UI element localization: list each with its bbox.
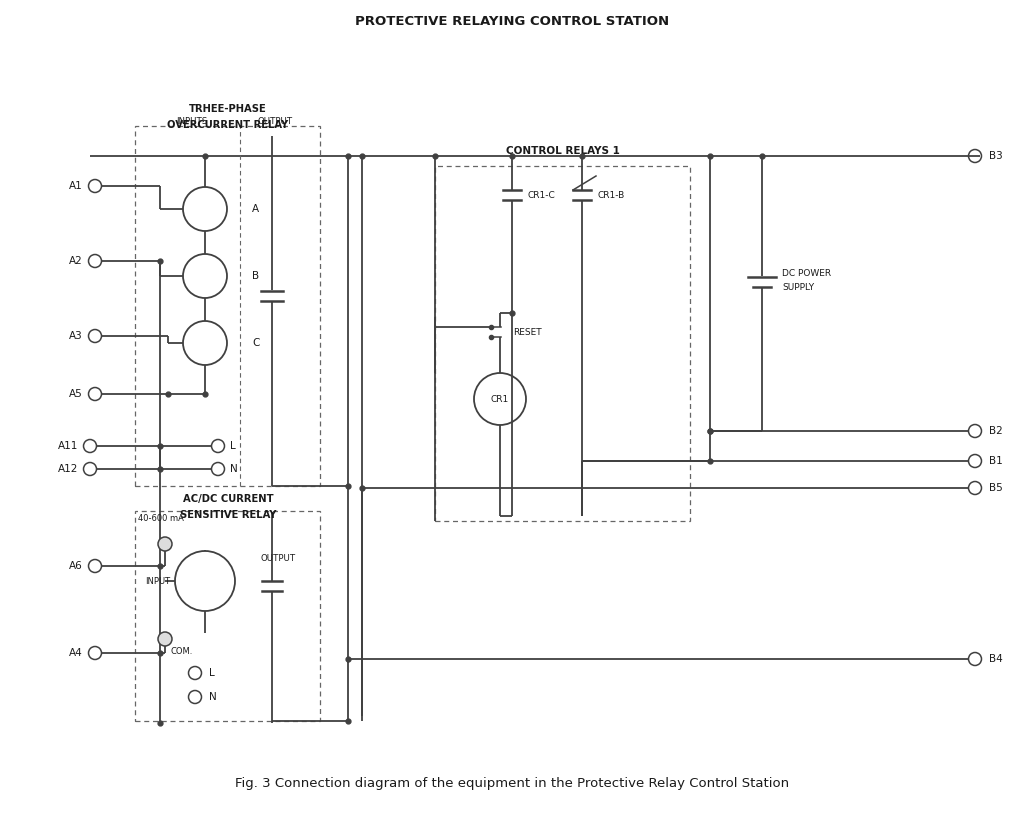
Text: A5: A5 — [70, 389, 83, 399]
Bar — [135, 126, 321, 486]
Text: B3: B3 — [989, 151, 1002, 161]
Text: TRHEE-PHASE: TRHEE-PHASE — [189, 104, 267, 114]
Text: DC POWER: DC POWER — [782, 269, 831, 278]
Text: INPUTS: INPUTS — [176, 117, 208, 126]
Text: L: L — [209, 668, 215, 678]
Text: CR1-C: CR1-C — [527, 190, 555, 200]
Text: B2: B2 — [989, 426, 1002, 436]
Text: COM.: COM. — [170, 646, 193, 655]
Text: 7: 7 — [163, 635, 168, 644]
Text: C: C — [252, 338, 259, 348]
Text: A: A — [252, 204, 259, 214]
Text: Fig. 3 Connection diagram of the equipment in the Protective Relay Control Stati: Fig. 3 Connection diagram of the equipme… — [234, 777, 790, 790]
Text: OUTPUT: OUTPUT — [260, 553, 295, 562]
Text: CONTROL RELAYS 1: CONTROL RELAYS 1 — [506, 146, 620, 156]
Bar — [135, 511, 321, 721]
Text: INPUT: INPUT — [144, 576, 170, 585]
Text: 40-600 mA: 40-600 mA — [138, 513, 184, 522]
Text: 9: 9 — [163, 539, 168, 548]
Text: N: N — [209, 692, 217, 702]
Text: B1: B1 — [989, 456, 1002, 466]
Text: B: B — [252, 271, 259, 281]
Text: A6: A6 — [70, 561, 83, 571]
Circle shape — [158, 632, 172, 646]
Text: OUTPUT: OUTPUT — [257, 117, 293, 126]
Text: A12: A12 — [57, 464, 78, 474]
Text: SUPPLY: SUPPLY — [782, 283, 814, 292]
Text: A11: A11 — [57, 441, 78, 451]
Circle shape — [158, 537, 172, 551]
Text: A3: A3 — [70, 331, 83, 341]
Text: AC/DC CURRENT: AC/DC CURRENT — [182, 494, 273, 504]
Text: PROTECTIVE RELAYING CONTROL STATION: PROTECTIVE RELAYING CONTROL STATION — [355, 15, 669, 28]
Text: B4: B4 — [989, 654, 1002, 664]
Text: L: L — [230, 441, 236, 451]
Text: A1: A1 — [70, 181, 83, 191]
Text: A4: A4 — [70, 648, 83, 658]
Text: N: N — [230, 464, 238, 474]
Text: RESET: RESET — [513, 328, 542, 337]
Text: CR1: CR1 — [490, 395, 509, 403]
Text: SENSITIVE RELAY: SENSITIVE RELAY — [180, 510, 276, 520]
Text: B5: B5 — [989, 483, 1002, 493]
Text: CR1-B: CR1-B — [597, 190, 625, 200]
Text: OVERCURRENT RELAY: OVERCURRENT RELAY — [167, 120, 289, 130]
Bar — [435, 166, 690, 521]
Text: A2: A2 — [70, 256, 83, 266]
